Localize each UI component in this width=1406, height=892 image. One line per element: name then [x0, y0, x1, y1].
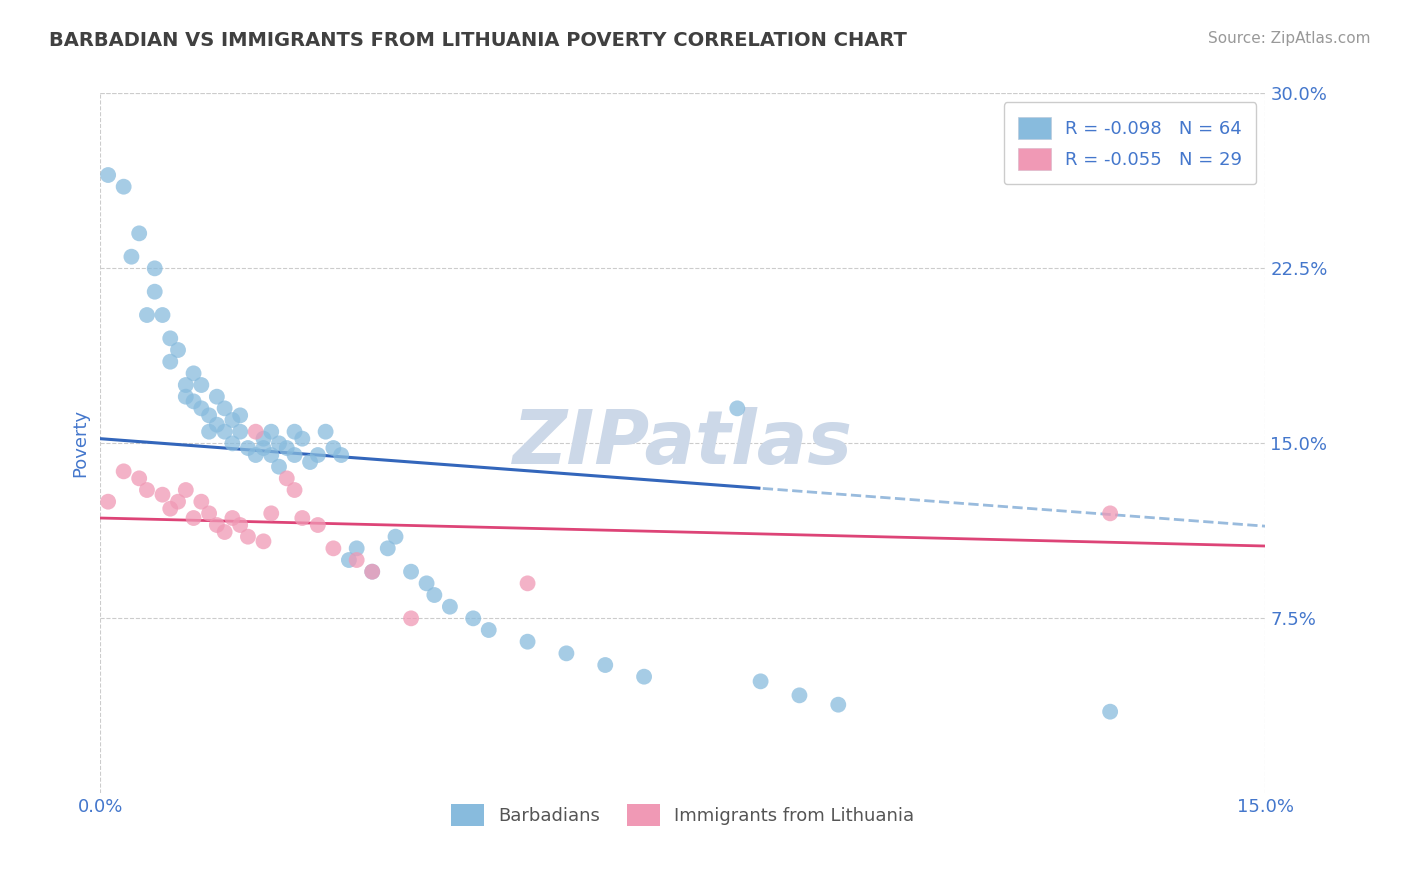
- Point: [633, 670, 655, 684]
- Point: [128, 227, 150, 241]
- Legend: Barbadians, Immigrants from Lithuania: Barbadians, Immigrants from Lithuania: [444, 797, 921, 833]
- Point: [221, 511, 243, 525]
- Text: Source: ZipAtlas.com: Source: ZipAtlas.com: [1208, 31, 1371, 46]
- Point: [307, 518, 329, 533]
- Point: [174, 483, 197, 497]
- Text: ZIPatlas: ZIPatlas: [513, 407, 853, 480]
- Point: [221, 436, 243, 450]
- Point: [143, 285, 166, 299]
- Point: [276, 471, 298, 485]
- Y-axis label: Poverty: Poverty: [72, 409, 89, 477]
- Point: [97, 168, 120, 182]
- Point: [214, 401, 236, 416]
- Point: [593, 658, 616, 673]
- Point: [159, 331, 181, 345]
- Point: [236, 530, 259, 544]
- Point: [183, 394, 205, 409]
- Point: [330, 448, 353, 462]
- Point: [198, 409, 221, 423]
- Point: [167, 343, 190, 357]
- Point: [205, 417, 228, 432]
- Point: [399, 611, 422, 625]
- Point: [361, 565, 384, 579]
- Point: [789, 689, 811, 703]
- Point: [190, 494, 212, 508]
- Point: [252, 432, 274, 446]
- Point: [267, 436, 290, 450]
- Point: [252, 441, 274, 455]
- Point: [478, 623, 501, 637]
- Point: [205, 518, 228, 533]
- Point: [236, 441, 259, 455]
- Point: [463, 611, 485, 625]
- Point: [725, 401, 748, 416]
- Point: [423, 588, 446, 602]
- Point: [159, 354, 181, 368]
- Point: [1099, 507, 1122, 521]
- Point: [346, 541, 368, 556]
- Point: [152, 488, 174, 502]
- Point: [174, 378, 197, 392]
- Point: [205, 390, 228, 404]
- Point: [516, 634, 538, 648]
- Point: [827, 698, 849, 712]
- Point: [112, 179, 135, 194]
- Point: [214, 524, 236, 539]
- Point: [97, 494, 120, 508]
- Point: [167, 494, 190, 508]
- Point: [283, 483, 305, 497]
- Point: [1099, 705, 1122, 719]
- Point: [399, 565, 422, 579]
- Point: [260, 425, 283, 439]
- Point: [291, 432, 314, 446]
- Point: [322, 541, 344, 556]
- Point: [128, 471, 150, 485]
- Point: [260, 507, 283, 521]
- Point: [159, 501, 181, 516]
- Point: [299, 455, 322, 469]
- Point: [260, 448, 283, 462]
- Point: [198, 507, 221, 521]
- Point: [143, 261, 166, 276]
- Point: [229, 518, 252, 533]
- Point: [152, 308, 174, 322]
- Point: [198, 425, 221, 439]
- Point: [516, 576, 538, 591]
- Point: [245, 448, 267, 462]
- Point: [555, 646, 578, 660]
- Point: [252, 534, 274, 549]
- Point: [346, 553, 368, 567]
- Point: [439, 599, 461, 614]
- Point: [283, 448, 305, 462]
- Point: [377, 541, 399, 556]
- Point: [361, 565, 384, 579]
- Point: [283, 425, 305, 439]
- Point: [322, 441, 344, 455]
- Point: [229, 409, 252, 423]
- Point: [120, 250, 142, 264]
- Point: [245, 425, 267, 439]
- Point: [337, 553, 360, 567]
- Point: [136, 483, 159, 497]
- Text: BARBADIAN VS IMMIGRANTS FROM LITHUANIA POVERTY CORRELATION CHART: BARBADIAN VS IMMIGRANTS FROM LITHUANIA P…: [49, 31, 907, 50]
- Point: [307, 448, 329, 462]
- Point: [214, 425, 236, 439]
- Point: [136, 308, 159, 322]
- Point: [415, 576, 437, 591]
- Point: [174, 390, 197, 404]
- Point: [190, 401, 212, 416]
- Point: [229, 425, 252, 439]
- Point: [267, 459, 290, 474]
- Point: [276, 441, 298, 455]
- Point: [112, 464, 135, 478]
- Point: [183, 511, 205, 525]
- Point: [291, 511, 314, 525]
- Point: [221, 413, 243, 427]
- Point: [190, 378, 212, 392]
- Point: [183, 367, 205, 381]
- Point: [315, 425, 337, 439]
- Point: [749, 674, 772, 689]
- Point: [384, 530, 406, 544]
